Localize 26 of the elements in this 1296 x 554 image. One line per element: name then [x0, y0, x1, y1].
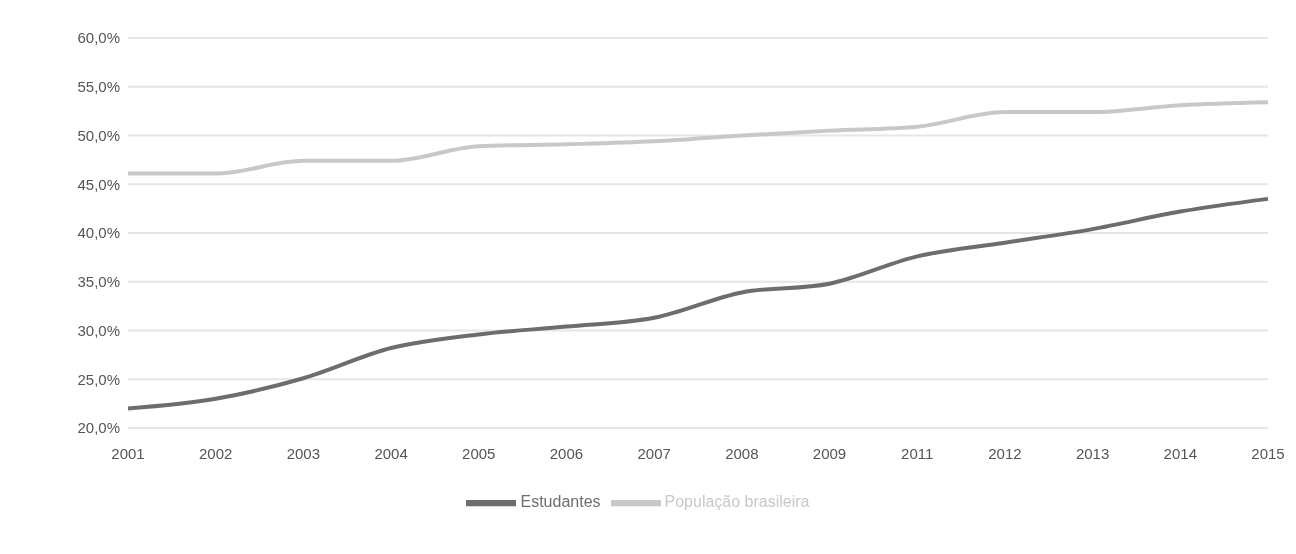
- y-tick-label: 25,0%: [77, 370, 120, 388]
- line-series: [126, 196, 1270, 411]
- x-tick-label: 2013: [1075, 444, 1110, 462]
- y-tick-label: 20,0%: [77, 419, 120, 437]
- y-tick-label: 40,0%: [77, 224, 120, 242]
- legend-label: Estudantes: [520, 493, 601, 511]
- x-tick-label: 2012: [988, 444, 1022, 462]
- x-tick-label: 2005: [462, 444, 496, 462]
- x-tick-label: 2002: [199, 444, 233, 462]
- y-tick-label: 30,0%: [77, 321, 120, 339]
- x-tick-label: 2003: [286, 444, 321, 462]
- x-tick-label: 2007: [637, 444, 671, 462]
- y-tick-label: 60,0%: [77, 29, 120, 47]
- x-tick-label: 2001: [111, 444, 145, 462]
- x-tick-label: 2004: [374, 444, 408, 462]
- x-tick-label: 2015: [1251, 444, 1285, 462]
- y-tick-label: 35,0%: [77, 273, 120, 291]
- x-tick-label: 2011: [901, 444, 934, 462]
- line-series: [126, 100, 1270, 176]
- y-tick-label: 45,0%: [77, 175, 120, 193]
- y-tick-label: 50,0%: [77, 126, 120, 144]
- x-tick-label: 2006: [549, 444, 584, 462]
- x-tick-label: 2008: [725, 444, 759, 462]
- x-tick-label: 2014: [1163, 444, 1197, 462]
- y-tick-label: 55,0%: [77, 78, 120, 96]
- x-tick-label: 2009: [812, 444, 847, 462]
